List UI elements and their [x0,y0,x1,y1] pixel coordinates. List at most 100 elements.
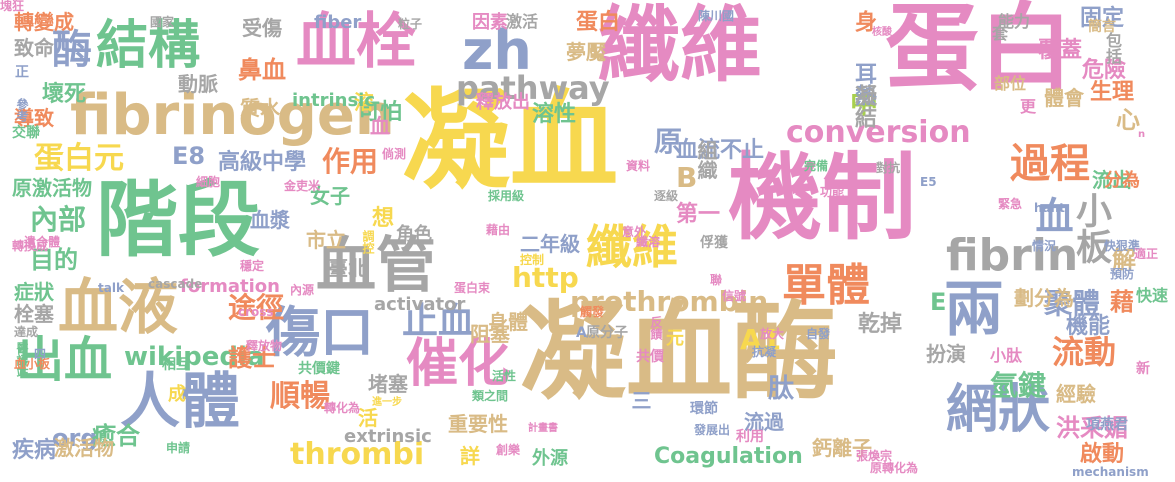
cloud-word: 作用 [322,145,379,178]
cloud-word: B [676,161,698,194]
cloud-word: 交聯 [12,125,40,141]
cloud-word: 可怕 [358,100,403,125]
cloud-word: 中 [850,87,879,120]
cloud-word: 對抗 [876,161,901,175]
cloud-word: 資料 [626,159,651,173]
cloud-word: 目的 [30,246,78,274]
cloud-word: 更 [1017,98,1036,114]
cloud-word: 蛋白束 [454,281,491,295]
cloud-word: wikipedia [124,342,265,372]
cloud-word: 疾病 [12,438,57,463]
cloud-word: 正 [13,64,29,78]
cloud-word: 詳 [460,444,480,468]
cloud-word: 纖維 [598,0,763,93]
cloud-word: 受傷 [242,16,282,40]
cloud-word: 凝血酶 [520,291,838,414]
cloud-word: 逐級 [654,189,679,203]
cloud-word: fiber [314,12,362,33]
cloud-word: 原 [654,125,683,158]
cloud-word: 小板 [1070,192,1111,264]
cloud-word: 達成 [14,325,39,339]
cloud-word: 轉變成 [14,10,74,34]
cloud-word: 堵塞 [368,372,408,396]
cloud-word: 心 [1116,106,1140,134]
cloud-word: 臺北 [328,256,368,280]
cloud-word: 控制 [520,253,545,267]
cloud-word: E [930,288,947,316]
cloud-word: 結構 [96,16,201,76]
cloud-word: 完備 [804,159,829,173]
cloud-word: hant [1034,201,1065,215]
cloud-word: 過程 [1010,141,1090,187]
cloud-word: 金吏米 [284,179,321,193]
cloud-word: 解 [1112,246,1136,274]
cloud-word: 栓塞 [14,302,54,326]
cloud-word: 類之間 [472,389,509,403]
cloud-word: 相互 [162,357,190,373]
cloud-word: 流動 [1052,333,1117,371]
cloud-word: 釋放物 [246,339,283,353]
cloud-word: A [576,325,587,341]
cloud-word: 溶性 [532,102,577,127]
cloud-word: 反饋 [649,316,663,340]
cloud-word: 計畫書 [528,423,558,434]
cloud-word: 順暢 [270,379,330,414]
cloud-word: 身 [851,10,876,32]
cloud-word: 部位 [994,74,1027,93]
cloud-word: 套 [992,24,1009,43]
cloud-word: fibrinogen [70,83,395,148]
cloud-word: 觸發 [580,305,605,319]
cloud-word: 血栓 [296,7,416,77]
cloud-word: 危險 [1082,58,1127,83]
cloud-word: 內部 [30,203,87,236]
cloud-word: 鼻血 [238,56,286,84]
cloud-word: 機能 [1066,314,1111,339]
cloud-word: 經驗 [1056,382,1096,406]
cloud-word: 調控 [361,230,375,254]
cloud-word: 出血 [16,332,113,388]
cloud-word: 快狠準 [1104,239,1141,253]
cloud-word: 採用級 [488,189,525,203]
cloud-word: 功能 [820,185,845,199]
cloud-word: 蛋白 [576,10,621,35]
cloud-word: 鈣離子 [812,436,872,460]
cloud-word: 國家 [150,15,175,29]
cloud-word: 意外 [622,225,647,239]
cloud-word: 快速 [1136,286,1169,305]
cloud-word: 兩 [944,275,1004,345]
cloud-word: 新 [1136,361,1150,377]
cloud-word: 成 [168,384,186,405]
cloud-word: 釋放出 [476,92,530,113]
cloud-word: 內源 [290,283,315,297]
cloud-word: 血 [1029,196,1073,234]
cloud-word: 元 [666,328,684,349]
cloud-word: 藉由 [486,223,511,237]
cloud-word: 護士 [228,344,276,372]
cloud-word: 進一步 [372,397,402,408]
cloud-word: 氫鍵 [990,369,1047,402]
cloud-word: 阻塞 [470,322,510,346]
cloud-word: 分為 [1104,170,1140,191]
cloud-word: 階段 [96,173,261,268]
cloud-word: 致命 [14,36,54,60]
cloud-word: conversion [786,115,971,150]
cloud-word: 自發 [806,327,831,341]
cloud-word: 張煥宗 [856,449,893,463]
cloud-word: 創樂 [496,443,521,457]
cloud-word: 凝結 [851,84,876,128]
cloud-word: 市立 [306,228,346,252]
cloud-word: 機制 [728,144,917,253]
cloud-word: 共價鍵 [298,361,340,377]
cloud-word: 信號 [722,289,747,303]
cloud-word: pathway [456,69,610,107]
cloud-word: 血管 [316,231,436,301]
cloud-word: 共價 [636,349,664,365]
cloud-word: 流過 [744,410,784,434]
cloud-word: 女子 [310,184,350,208]
cloud-word: 覆蓋 [1038,38,1083,63]
cloud-word: activator [374,294,466,315]
cloud-word: Coagulation [654,444,803,469]
cloud-word: 項燕君 [1086,417,1128,433]
cloud-word: 血液 [58,273,178,343]
